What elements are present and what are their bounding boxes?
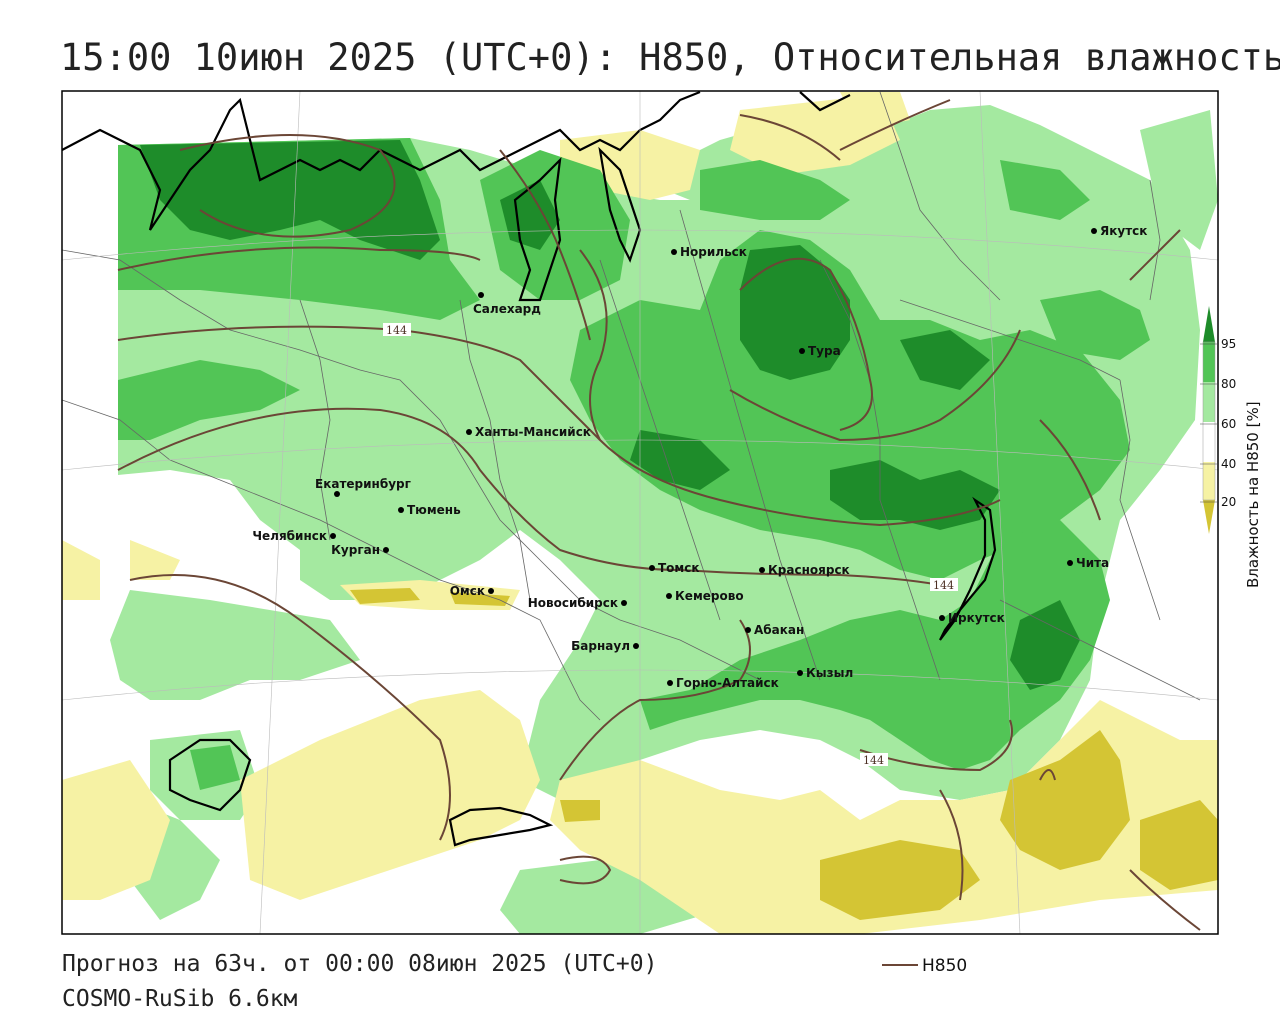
isoline-label: 144 bbox=[933, 579, 954, 592]
colorbar-bottom-arrow bbox=[1203, 500, 1215, 534]
city-label: Томск bbox=[658, 561, 700, 575]
city-dot bbox=[398, 507, 404, 513]
map-area: 144 144 144 Якутск Норильск Салехард Тура Ха… bbox=[62, 91, 1218, 934]
colorbar-tick-label: 40 bbox=[1221, 457, 1236, 471]
city-label: Кемерово bbox=[675, 589, 744, 603]
city-dot bbox=[466, 429, 472, 435]
city-dot bbox=[666, 593, 672, 599]
city-dot bbox=[478, 292, 484, 298]
colorbar-title: Влажность на H850 [%] bbox=[1244, 401, 1262, 588]
city-label: Норильск bbox=[680, 245, 747, 259]
colorbar-tick-label: 80 bbox=[1221, 377, 1236, 391]
legend-line-label: H850 bbox=[922, 956, 967, 976]
isoline-label-box bbox=[383, 323, 411, 336]
region-borders bbox=[62, 91, 1201, 721]
isoline-label-box bbox=[930, 578, 958, 591]
city-dot bbox=[1067, 560, 1073, 566]
city-label: Ханты-Мансийск bbox=[475, 425, 591, 439]
humidity-field-0 bbox=[350, 588, 1218, 920]
city-label: Омск bbox=[450, 584, 485, 598]
city-label: Горно-Алтайск bbox=[676, 676, 779, 690]
city-label: Якутск bbox=[1100, 224, 1147, 238]
chart-title: 15:00 10июн 2025 (UTC+0): H850, Относите… bbox=[60, 36, 1280, 79]
coastlines bbox=[62, 91, 997, 847]
city-label: Тюмень bbox=[407, 503, 461, 517]
city-label: Чита bbox=[1076, 556, 1109, 570]
city-dot bbox=[745, 627, 751, 633]
city-label: Абакан bbox=[754, 623, 804, 637]
city-label: Курган bbox=[331, 543, 380, 557]
isoline-label: 144 bbox=[386, 324, 407, 337]
h850-isolines bbox=[117, 99, 1201, 931]
isoline-labels: 144 144 144 bbox=[383, 323, 958, 767]
city-label: Екатеринбург bbox=[315, 477, 411, 491]
city-dot bbox=[621, 600, 627, 606]
city-dot bbox=[671, 249, 677, 255]
city-dot bbox=[759, 567, 765, 573]
city-dot bbox=[649, 565, 655, 571]
city-label: Тура bbox=[808, 344, 841, 358]
city-dot bbox=[488, 588, 494, 594]
city-label: Красноярск bbox=[768, 563, 850, 577]
isoline-label-box bbox=[860, 753, 888, 766]
city-markers: Якутск Норильск Салехард Тура Ханты-Мансийск… bbox=[252, 224, 1147, 690]
colorbar-segment-60 bbox=[1203, 382, 1215, 422]
city-dot bbox=[633, 643, 639, 649]
colorbar-segment-80 bbox=[1203, 342, 1215, 382]
city-label: Барнаул bbox=[571, 639, 630, 653]
model-name: COSMO-RuSib 6.6км bbox=[62, 986, 298, 1012]
humidity-field-95 bbox=[140, 140, 1080, 690]
colorbar-segment-20 bbox=[1203, 462, 1215, 500]
city-dot bbox=[667, 680, 673, 686]
city-dot bbox=[799, 348, 805, 354]
colorbar-top-arrow bbox=[1203, 306, 1215, 342]
forecast-info: Прогноз на 63ч. от 00:00 08июн 2025 (UTC… bbox=[62, 951, 657, 977]
city-dot bbox=[1091, 228, 1097, 234]
colorbar-ticks: 95 80 60 40 20 bbox=[1200, 337, 1236, 509]
colorbar-outline bbox=[1202, 341, 1216, 501]
colorbar: 95 80 60 40 20 Влажность на H850 [%] bbox=[1200, 306, 1262, 588]
city-label: Кызыл bbox=[806, 666, 853, 680]
city-label: Салехард bbox=[473, 302, 541, 316]
city-dot bbox=[330, 533, 336, 539]
city-dot bbox=[797, 670, 803, 676]
city-label: Иркутск bbox=[948, 611, 1005, 625]
isoline-label: 144 bbox=[863, 754, 884, 767]
colorbar-tick-label: 95 bbox=[1221, 337, 1236, 351]
city-dot bbox=[334, 491, 340, 497]
city-dot bbox=[939, 615, 945, 621]
city-dot bbox=[383, 547, 389, 553]
colorbar-tick-label: 20 bbox=[1221, 495, 1236, 509]
colorbar-segment-40 bbox=[1203, 422, 1215, 462]
map-frame bbox=[61, 90, 1219, 935]
humidity-field-20 bbox=[62, 92, 1218, 934]
city-label: Новосибирск bbox=[528, 596, 618, 610]
city-label: Челябинск bbox=[252, 529, 327, 543]
graticule bbox=[62, 91, 1218, 934]
colorbar-tick-label: 60 bbox=[1221, 417, 1236, 431]
